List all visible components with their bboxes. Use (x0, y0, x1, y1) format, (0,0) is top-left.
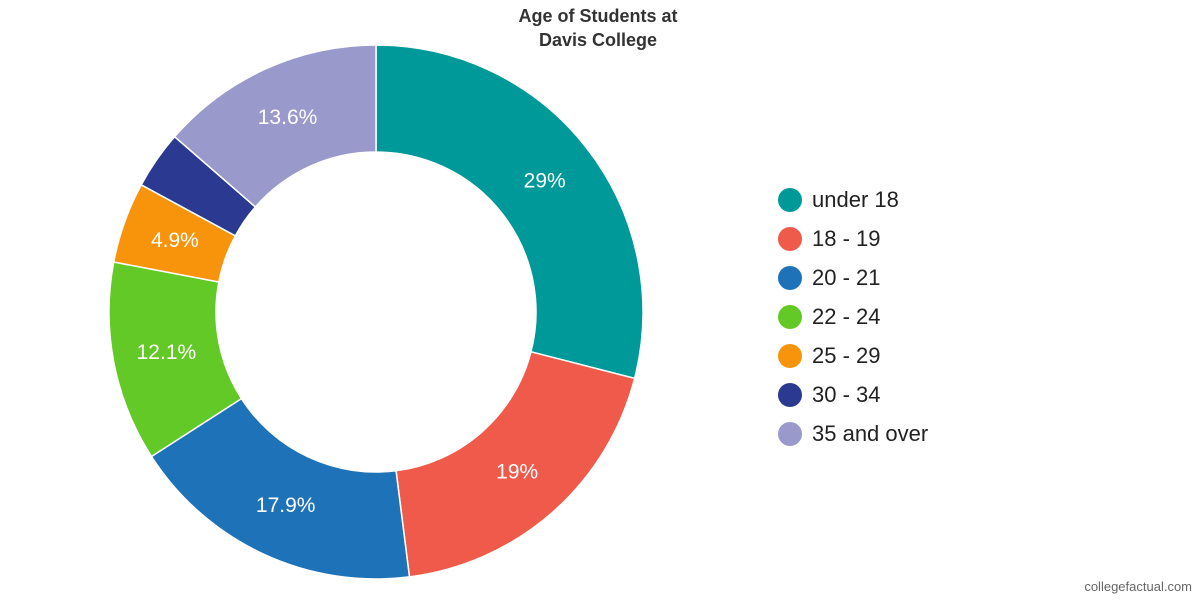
legend-item-under-18[interactable]: under 18 (778, 180, 928, 219)
donut-chart: 29% 19% 17.9% 12.1% 4.9% 13.6% (108, 44, 644, 580)
legend-item-20-21[interactable]: 20 - 21 (778, 258, 928, 297)
source-watermark: collegefactual.com (1084, 579, 1192, 594)
legend-label: under 18 (812, 186, 899, 212)
legend-item-30-34[interactable]: 30 - 34 (778, 375, 928, 414)
legend-swatch-icon (778, 226, 802, 251)
legend-swatch-icon (778, 187, 802, 212)
legend-label: 30 - 34 (812, 381, 881, 407)
slice-35-and-over[interactable] (173, 44, 377, 209)
legend-item-18-19[interactable]: 18 - 19 (778, 219, 928, 258)
slice-label-35-and-over: 13.6% (258, 106, 318, 129)
legend-item-35-and-over[interactable]: 35 and over (778, 414, 928, 453)
legend-label: 35 and over (812, 420, 929, 446)
slice-label-under-18: 29% (524, 170, 566, 193)
slice-18-19[interactable] (395, 350, 636, 578)
legend-label: 20 - 21 (812, 264, 881, 290)
chart-legend: under 18 18 - 19 20 - 21 22 - 24 25 - 29 30 -… (778, 180, 928, 453)
legend-label: 25 - 29 (812, 342, 881, 368)
legend-label: 18 - 19 (812, 225, 881, 251)
slice-label-22-24: 12.1% (137, 341, 197, 364)
legend-swatch-icon (778, 343, 802, 368)
legend-label: 22 - 24 (812, 303, 881, 329)
slice-label-25-29: 4.9% (151, 229, 199, 252)
slice-label-18-19: 19% (496, 461, 538, 484)
chart-title-line-2: Davis College (538, 30, 658, 50)
legend-swatch-icon (778, 421, 802, 446)
chart-title-line-1: Age of Students at (518, 6, 678, 26)
slice-label-20-21: 17.9% (256, 494, 316, 517)
slice-20-21[interactable] (150, 397, 411, 580)
chart-title: Age of Students at Davis College (0, 4, 1196, 52)
legend-item-25-29[interactable]: 25 - 29 (778, 336, 928, 375)
slice-under-18[interactable] (375, 44, 644, 380)
legend-item-22-24[interactable]: 22 - 24 (778, 297, 928, 336)
legend-swatch-icon (778, 265, 802, 290)
legend-swatch-icon (778, 304, 802, 329)
legend-swatch-icon (778, 382, 802, 407)
